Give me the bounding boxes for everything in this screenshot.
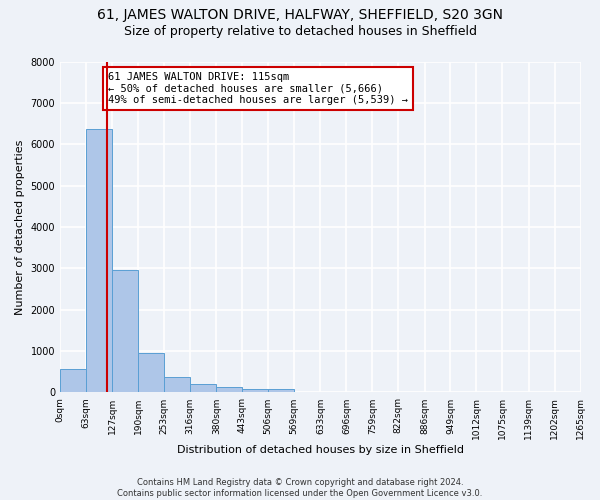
Bar: [164, 377, 190, 392]
Bar: [217, 388, 242, 392]
Text: 61 JAMES WALTON DRIVE: 115sqm
← 50% of detached houses are smaller (5,666)
49% o: 61 JAMES WALTON DRIVE: 115sqm ← 50% of d…: [108, 72, 408, 105]
Bar: [138, 352, 164, 393]
Text: 61, JAMES WALTON DRIVE, HALFWAY, SHEFFIELD, S20 3GN: 61, JAMES WALTON DRIVE, HALFWAY, SHEFFIE…: [97, 8, 503, 22]
Bar: [242, 388, 268, 392]
Bar: [86, 128, 112, 392]
Bar: [268, 389, 294, 392]
X-axis label: Distribution of detached houses by size in Sheffield: Distribution of detached houses by size …: [177, 445, 464, 455]
Bar: [112, 270, 138, 392]
Bar: [60, 370, 86, 392]
Text: Size of property relative to detached houses in Sheffield: Size of property relative to detached ho…: [124, 25, 476, 38]
Text: Contains HM Land Registry data © Crown copyright and database right 2024.
Contai: Contains HM Land Registry data © Crown c…: [118, 478, 482, 498]
Y-axis label: Number of detached properties: Number of detached properties: [15, 140, 25, 314]
Bar: [190, 384, 217, 392]
